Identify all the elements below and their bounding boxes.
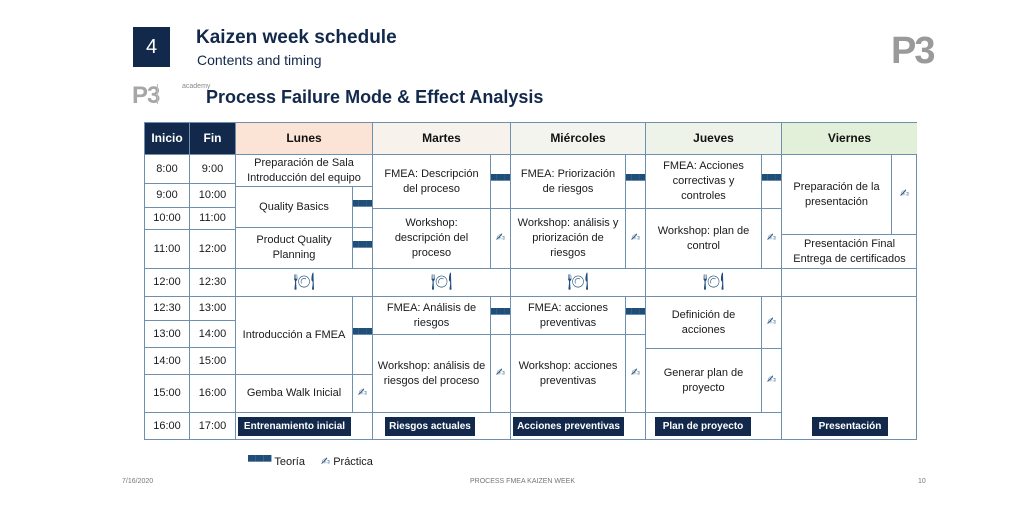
teoria-icon: ▀▀▀ xyxy=(353,228,373,269)
jueves-plan-proyecto: Generar plan de proyecto xyxy=(646,349,762,413)
lunes-intro-fmea: Introducción a FMEA xyxy=(236,297,353,375)
lunes-gemba-walk: Gemba Walk Inicial xyxy=(236,375,353,413)
miercoles-fmea-priorizacion: FMEA: Priorización de riesgos xyxy=(511,155,626,209)
tag-cell xyxy=(646,413,782,440)
time-end: 11:00 xyxy=(190,208,236,230)
p3-logo: P3 xyxy=(891,30,936,72)
header-jueves: Jueves xyxy=(646,123,782,155)
teoria-icon: ▀▀▀ xyxy=(353,297,373,375)
tag-acciones-preventivas: Acciones preventivas xyxy=(513,417,624,436)
time-start: 16:00 xyxy=(145,413,190,440)
time-start: 11:00 xyxy=(145,230,190,269)
header-lunes: Lunes xyxy=(236,123,373,155)
lunch-icon: 🍽 xyxy=(511,269,646,297)
page-subtitle: Contents and timing xyxy=(197,52,322,68)
legend: ▀▀▀ Teoría ✍ Práctica xyxy=(248,455,373,469)
time-end: 17:00 xyxy=(190,413,236,440)
miercoles-workshop-priorizacion: Workshop: análisis y priorización de rie… xyxy=(511,209,626,269)
slide-number: 4 xyxy=(133,27,170,67)
lunch-icon: 🍽 xyxy=(373,269,511,297)
teoria-icon: ▀▀▀ xyxy=(353,187,373,228)
page-title: Kaizen week schedule xyxy=(196,27,397,48)
time-start: 12:00 xyxy=(145,269,190,297)
time-end: 14:00 xyxy=(190,321,236,348)
time-start: 12:30 xyxy=(145,297,190,321)
tag-cell xyxy=(373,413,511,440)
footer-title: PROCESS FMEA KAIZEN WEEK xyxy=(470,478,576,485)
time-end: 10:00 xyxy=(190,184,236,208)
lunch-empty xyxy=(782,269,917,297)
miercoles-fmea-acciones: FMEA: acciones preventivas xyxy=(511,297,626,335)
tag-cell xyxy=(236,413,373,440)
tag-plan-proyecto: Plan de proyecto xyxy=(655,417,751,436)
tag-entrenamiento-inicial: Entrenamiento inicial xyxy=(238,417,351,436)
practica-icon: ✍ xyxy=(892,155,917,235)
time-end: 15:00 xyxy=(190,348,236,375)
practica-icon: ✍ xyxy=(762,349,782,413)
group-icon: ▀▀▀ xyxy=(248,455,272,468)
header-miercoles: Miércoles xyxy=(511,123,646,155)
footer-page-number: 10 xyxy=(918,478,926,485)
tag-cell xyxy=(511,413,646,440)
logo-divider xyxy=(157,84,158,104)
martes-fmea-analisis: FMEA: Análisis de riesgos xyxy=(373,297,491,335)
martes-fmea-descripcion: FMEA: Descripción del proceso xyxy=(373,155,491,209)
header-fin: Fin xyxy=(190,123,236,155)
time-end: 16:00 xyxy=(190,375,236,413)
p3-small-logo: P3 xyxy=(132,82,160,109)
time-start: 10:00 xyxy=(145,208,190,230)
header-inicio: Inicio xyxy=(145,123,190,155)
footer-date: 7/16/2020 xyxy=(122,478,154,485)
practica-icon: ✍ xyxy=(353,375,373,413)
martes-workshop-analisis: Workshop: análisis de riesgos del proces… xyxy=(373,335,491,413)
time-start: 9:00 xyxy=(145,184,190,208)
time-end: 13:00 xyxy=(190,297,236,321)
legend-practica: ✍ Práctica xyxy=(320,456,373,468)
tag-presentacion: Presentación xyxy=(812,417,888,436)
practica-icon: ✍ xyxy=(491,335,511,413)
teoria-icon: ▀▀▀ xyxy=(626,155,646,209)
miercoles-workshop-acciones: Workshop: acciones preventivas xyxy=(511,335,626,413)
section-title: Process Failure Mode & Effect Analysis xyxy=(206,87,544,107)
practica-icon: ✍ xyxy=(626,209,646,269)
jueves-fmea-acciones: FMEA: Acciones correctivas y controles xyxy=(646,155,762,209)
practica-icon: ✍ xyxy=(762,209,782,269)
lunes-quality-basics: Quality Basics xyxy=(236,187,353,228)
academy-label: academy xyxy=(182,83,211,90)
practica-icon: ✍ xyxy=(626,335,646,413)
martes-workshop-descripcion: Workshop: descripción del proceso xyxy=(373,209,491,269)
time-end: 9:00 xyxy=(190,155,236,184)
header-martes: Martes xyxy=(373,123,511,155)
time-start: 14:00 xyxy=(145,348,190,375)
legend-teoria: ▀▀▀ Teoría xyxy=(248,455,305,468)
time-start: 13:00 xyxy=(145,321,190,348)
lunes-preparacion: Preparación de Sala Introducción del equ… xyxy=(236,155,373,187)
time-start: 8:00 xyxy=(145,155,190,184)
practica-icon: ✍ xyxy=(762,297,782,349)
practica-icon: ✍ xyxy=(491,209,511,269)
tag-riesgos-actuales: Riesgos actuales xyxy=(385,417,475,436)
lunch-icon: 🍽 xyxy=(646,269,782,297)
teoria-icon: ▀▀▀ xyxy=(491,297,511,335)
lunes-product-quality: Product Quality Planning xyxy=(236,228,353,269)
jueves-definicion-acciones: Definición de acciones xyxy=(646,297,762,349)
time-start: 15:00 xyxy=(145,375,190,413)
viernes-preparacion: Preparación de la presentación xyxy=(782,155,892,235)
teoria-icon: ▀▀▀ xyxy=(626,297,646,335)
header-viernes: Viernes xyxy=(782,123,917,155)
jueves-workshop-control: Workshop: plan de control xyxy=(646,209,762,269)
time-end: 12:30 xyxy=(190,269,236,297)
hand-practice-icon: ✍ xyxy=(320,456,331,468)
teoria-icon: ▀▀▀ xyxy=(762,155,782,209)
lunch-icon: 🍽 xyxy=(236,269,373,297)
schedule-table: Inicio Fin Lunes Martes Miércoles Jueves… xyxy=(144,122,917,440)
time-end: 12:00 xyxy=(190,230,236,269)
viernes-presentacion-final: Presentación Final Entrega de certificad… xyxy=(782,235,917,269)
teoria-icon: ▀▀▀ xyxy=(491,155,511,209)
